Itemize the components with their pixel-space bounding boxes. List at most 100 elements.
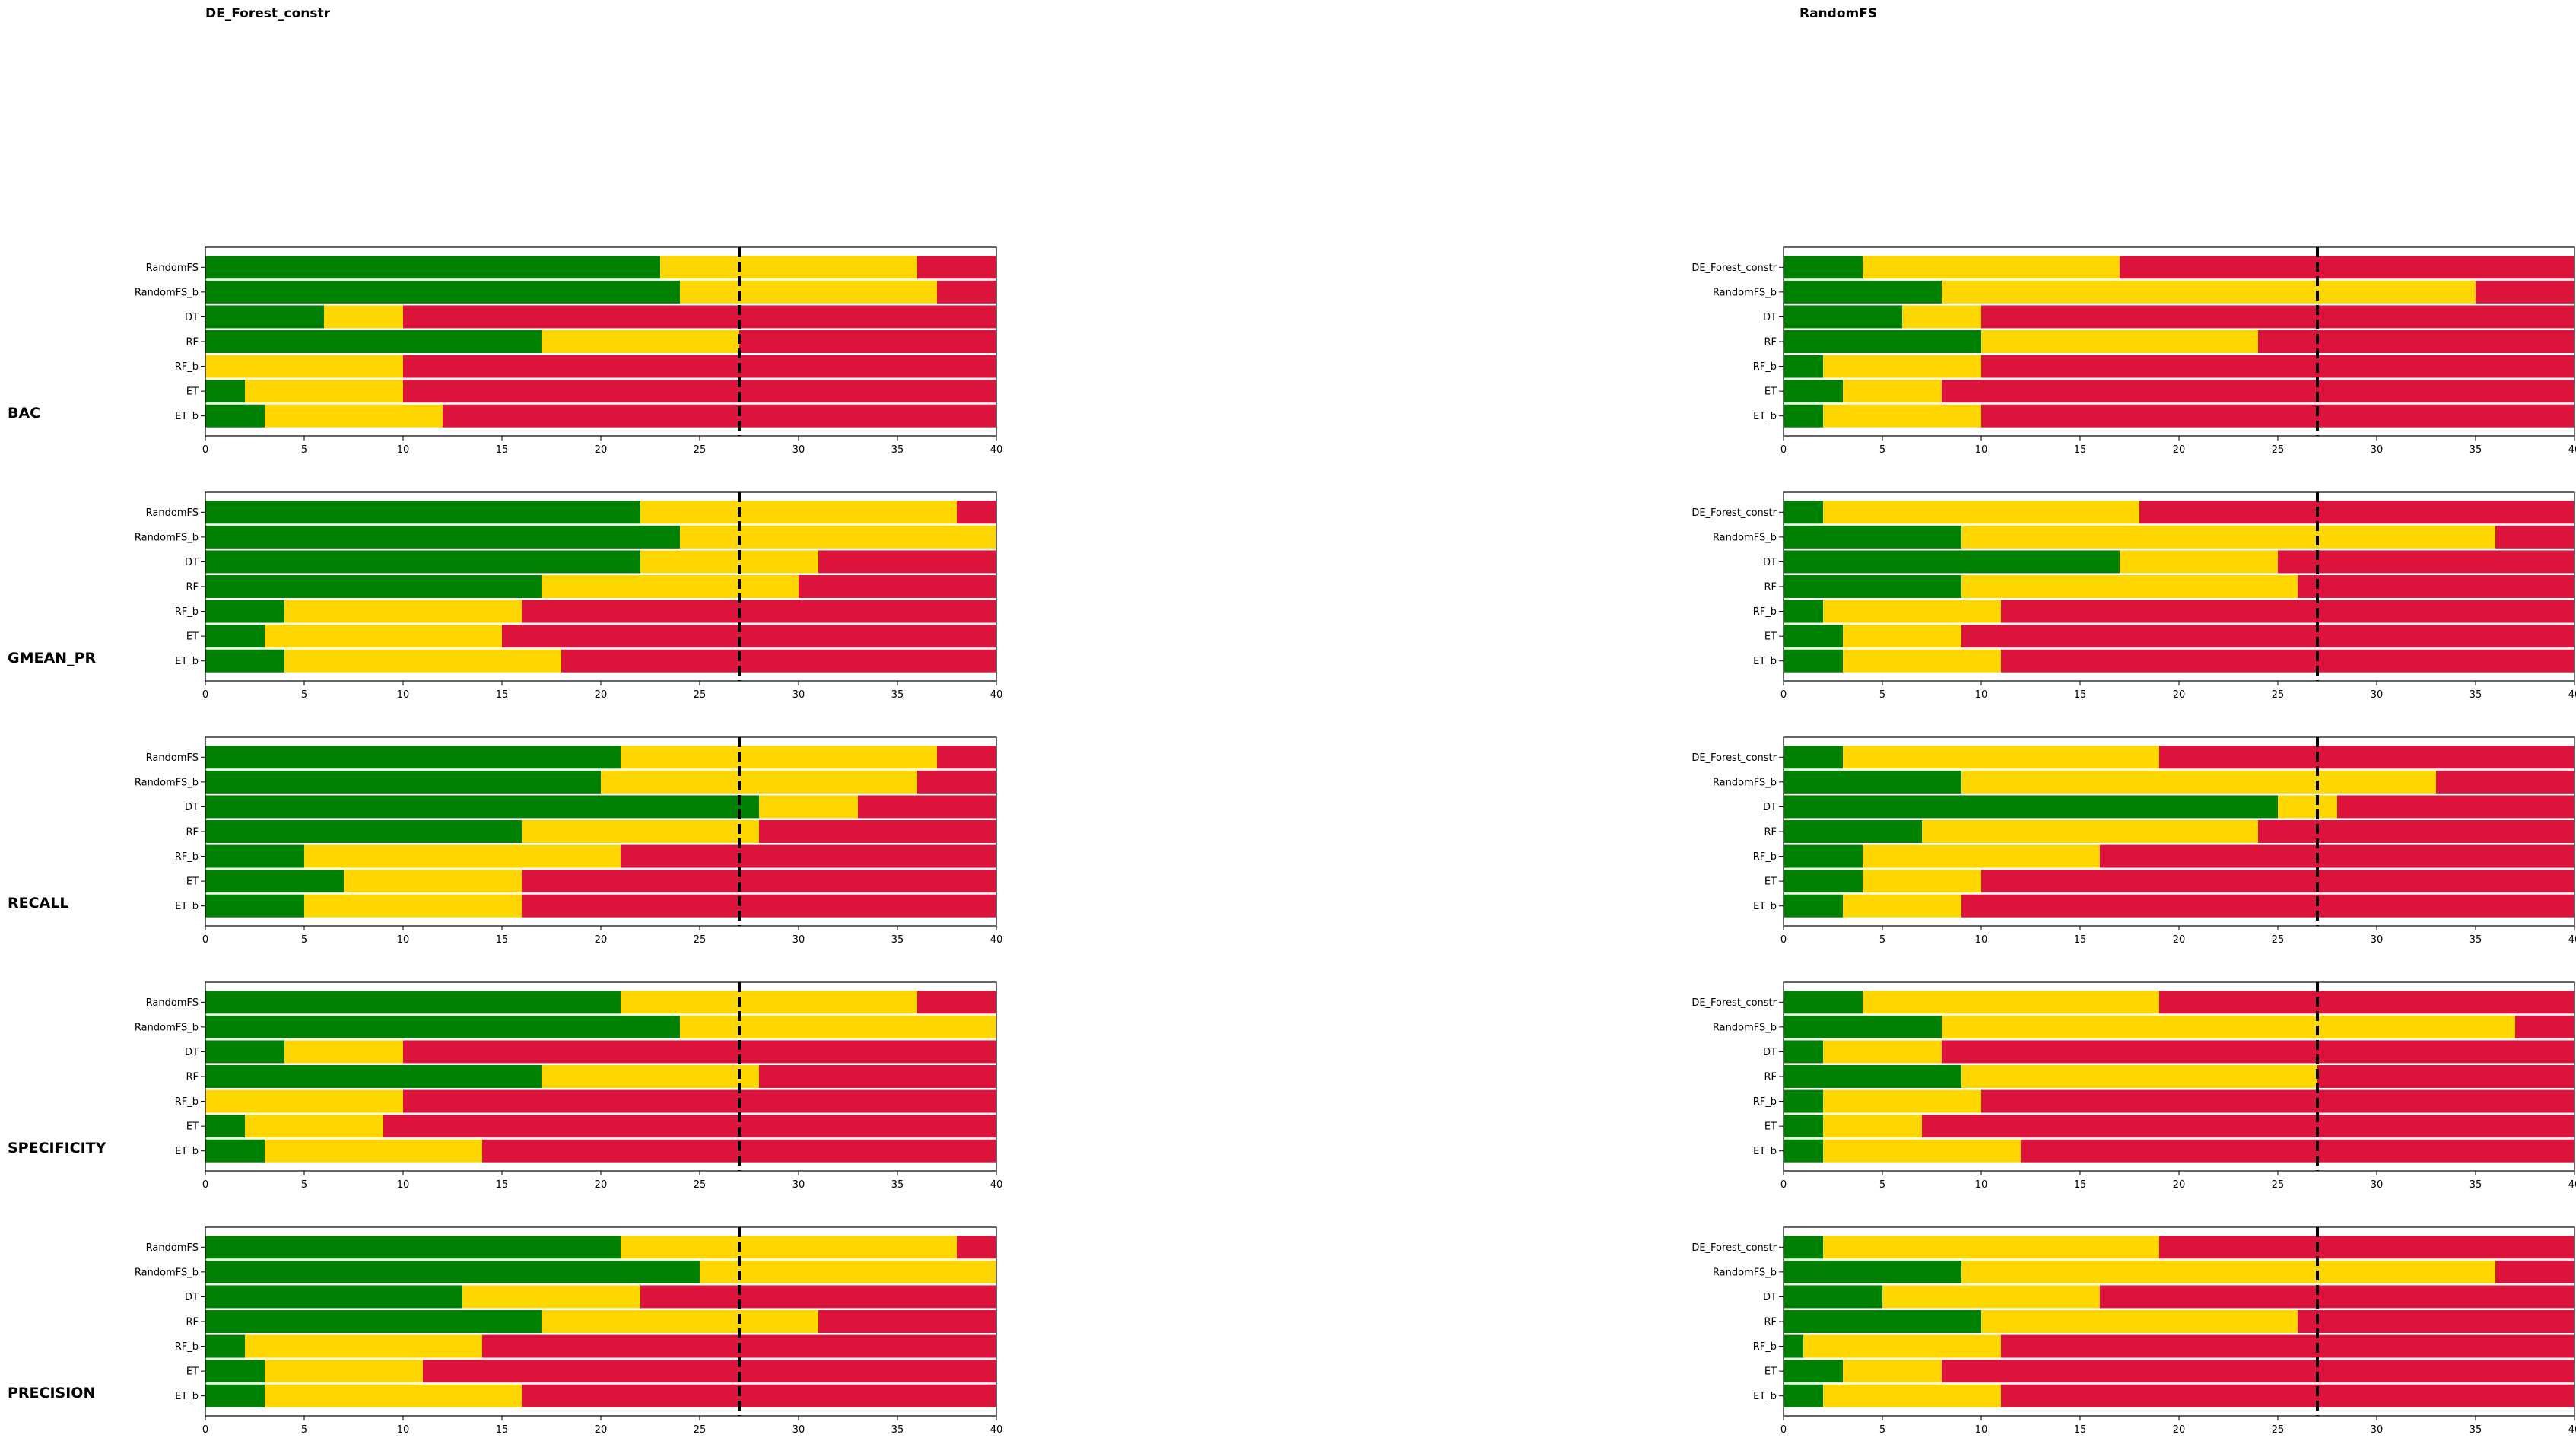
bar-loss-randomfs-b (2495, 1260, 2574, 1283)
x-tick-label-10: 10 (397, 689, 410, 701)
x-tick-label-25: 25 (2272, 689, 2285, 701)
x-tick-label-15: 15 (496, 934, 509, 946)
bar-loss-rf (799, 575, 996, 598)
bar-loss-de-forest-constr (2139, 501, 2574, 524)
x-tick-label-25: 25 (2272, 1179, 2285, 1191)
bar-tie-rf (1981, 1310, 2298, 1333)
bar-tie-rf (1961, 1065, 2317, 1088)
y-tick-label-randomfs-b: RandomFS_b (135, 287, 199, 298)
x-tick-label-0: 0 (202, 444, 208, 456)
x-tick-label-40: 40 (2568, 1179, 2576, 1191)
y-tick-label-et: ET (1764, 631, 1777, 643)
bar-loss-et-b (443, 404, 996, 428)
bar-loss-rf-b (1981, 1089, 2574, 1113)
bar-win-rf-b (1784, 1089, 1823, 1113)
x-tick-label-30: 30 (2371, 934, 2384, 946)
y-tick-label-rf: RF (186, 1317, 199, 1328)
y-tick-label-randomfs-b: RandomFS_b (1713, 532, 1777, 543)
bar-tie-randomfs (621, 1236, 957, 1259)
bar-win-randomfs (205, 991, 621, 1014)
bar-tie-dt (2120, 550, 2278, 574)
bar-tie-randomfs-b (700, 1260, 996, 1283)
x-tick-label-25: 25 (694, 689, 707, 701)
bar-tie-dt (759, 795, 858, 819)
x-tick-label-20: 20 (595, 444, 608, 456)
bar-tie-randomfs (660, 256, 917, 279)
x-tick-label-5: 5 (1879, 1424, 1885, 1436)
x-tick-label-35: 35 (2470, 1424, 2482, 1436)
x-tick-label-20: 20 (2173, 934, 2186, 946)
column-title-left: DE_Forest_constr (205, 6, 331, 21)
x-tick-label-30: 30 (2371, 1424, 2384, 1436)
bar-win-randomfs-b (1784, 280, 1942, 304)
bar-tie-dt (1823, 1040, 1942, 1064)
bar-tie-rf (1961, 575, 2298, 598)
bar-win-et (205, 625, 265, 648)
x-tick-label-25: 25 (694, 444, 707, 456)
bar-win-dt (205, 1285, 462, 1309)
y-tick-label-rf-b: RF_b (175, 1341, 199, 1353)
x-tick-label-30: 30 (792, 934, 805, 946)
bar-loss-et-b (522, 894, 996, 918)
bar-tie-randomfs-b (680, 280, 937, 304)
y-tick-label-randomfs: RandomFS (146, 262, 199, 274)
y-tick-label-et-b: ET_b (1753, 411, 1777, 422)
x-tick-label-25: 25 (694, 1424, 707, 1436)
bar-loss-rf-b (2001, 1334, 2574, 1358)
panel-randomfs-recall: DE_Forest_constr RandomFS_b DT RF RF_b ET ET_b… (1691, 736, 2576, 946)
bar-tie-rf (542, 1310, 818, 1333)
bar-tie-et (1823, 1115, 1922, 1138)
panel-randomfs-gmean-pr: DE_Forest_constr RandomFS_b DT RF RF_b ET ET_b… (1691, 491, 2576, 701)
panel-de-forest-constr-gmean-pr: RandomFS RandomFS_b DT RF RF_b ET ET_b 0 5 10 15 20… (135, 491, 1002, 701)
y-tick-label-rf: RF (1764, 827, 1777, 838)
y-tick-label-et: ET (1764, 876, 1777, 888)
y-tick-label-de-forest-constr: DE_Forest_constr (1691, 507, 1777, 519)
x-tick-label-10: 10 (1975, 689, 1988, 701)
bar-loss-rf-b (2100, 844, 2574, 868)
y-tick-label-de-forest-constr: DE_Forest_constr (1691, 1242, 1777, 1254)
bar-loss-rf (818, 1310, 996, 1333)
bar-win-rf (205, 1310, 542, 1333)
bar-win-dt (205, 1040, 284, 1064)
bar-win-rf-b (1784, 1334, 1803, 1358)
bar-tie-dt (462, 1285, 640, 1309)
y-tick-label-rf: RF (186, 827, 199, 838)
bar-tie-randomfs (621, 991, 917, 1014)
y-tick-label-et-b: ET_b (1753, 656, 1777, 667)
x-tick-label-10: 10 (1975, 934, 1988, 946)
panel-de-forest-constr-bac: RandomFS RandomFS_b DT RF RF_b ET ET_b 0 5 10 15 20… (135, 246, 1003, 456)
bar-loss-et (1961, 625, 2574, 648)
bar-tie-rf-b (1823, 1089, 1981, 1113)
bar-loss-dt (858, 795, 996, 819)
y-tick-label-et: ET (1764, 1121, 1777, 1133)
bar-win-et-b (205, 894, 304, 918)
x-tick-label-25: 25 (2272, 934, 2285, 946)
bar-tie-de-forest-constr (1863, 256, 2120, 279)
bar-tie-randomfs-b (1942, 280, 2476, 304)
x-tick-label-25: 25 (2272, 444, 2285, 456)
x-tick-label-5: 5 (301, 934, 307, 946)
bar-loss-et-b (2001, 1384, 2574, 1407)
bar-loss-et (423, 1360, 996, 1383)
bar-tie-et-b (265, 1139, 482, 1163)
bar-win-dt (205, 550, 640, 574)
y-tick-label-randomfs-b: RandomFS_b (1713, 287, 1777, 298)
x-tick-label-10: 10 (1975, 444, 1988, 456)
bar-loss-et-b (1961, 894, 2574, 918)
y-tick-label-randomfs-b: RandomFS_b (1713, 1022, 1777, 1033)
bar-tie-et (1843, 625, 1961, 648)
bar-loss-dt (2278, 550, 2574, 574)
y-tick-label-de-forest-constr: DE_Forest_constr (1691, 997, 1777, 1009)
bar-tie-de-forest-constr (1823, 1236, 2159, 1259)
x-tick-label-40: 40 (990, 444, 1003, 456)
bar-loss-rf-b (403, 355, 996, 378)
bar-win-rf-b (205, 600, 284, 623)
bar-tie-randomfs-b (1961, 770, 2436, 794)
bar-loss-et (502, 625, 996, 648)
bar-win-et (205, 1115, 245, 1138)
x-tick-label-15: 15 (496, 1424, 509, 1436)
bar-win-de-forest-constr (1784, 501, 1823, 524)
bar-loss-rf (739, 330, 996, 353)
bar-tie-randomfs (621, 746, 937, 769)
y-tick-label-et: ET (186, 1121, 199, 1133)
